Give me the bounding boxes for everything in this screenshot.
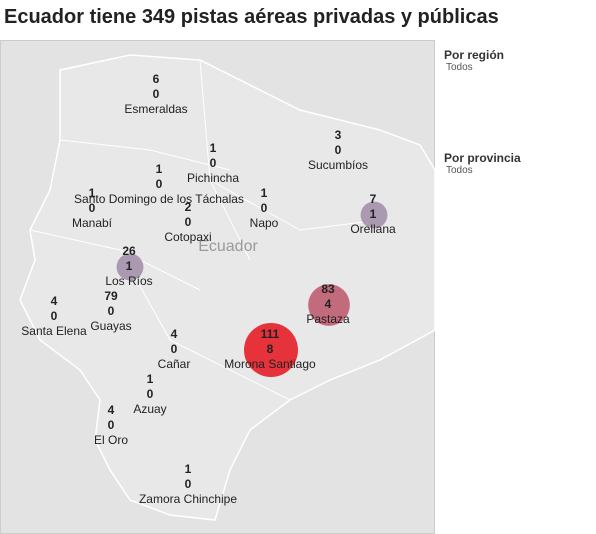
- province-borders: [29, 59, 381, 401]
- private-count: 79: [104, 289, 118, 303]
- private-count: 1: [89, 186, 96, 200]
- province-name: Orellana: [350, 222, 396, 236]
- filter[interactable]: Por provincia Todos: [444, 151, 521, 176]
- filter[interactable]: Por región Todos: [444, 48, 504, 73]
- province-name: Santa Elena: [21, 324, 87, 338]
- filter-label: Por provincia: [444, 151, 521, 165]
- bubble: [308, 284, 350, 326]
- public-count: 4: [325, 297, 332, 311]
- public-count: 1: [370, 207, 377, 221]
- public-count: 0: [156, 177, 163, 191]
- province-name: Santo Domingo de los Táchalas: [74, 192, 244, 206]
- province-name: Pastaza: [306, 312, 350, 326]
- province-name: Esmeraldas: [124, 102, 187, 116]
- province-name: Guayas: [90, 319, 131, 333]
- public-count: 0: [210, 156, 217, 170]
- country-outline: [19, 54, 436, 521]
- public-count: 0: [185, 215, 192, 229]
- bubble: [360, 201, 388, 229]
- private-count: 4: [171, 327, 178, 341]
- public-count: 0: [51, 309, 58, 323]
- filter-label: Por región: [444, 48, 505, 62]
- province-name: Sucumbíos: [308, 158, 368, 172]
- private-count: 4: [51, 294, 58, 308]
- public-count: 0: [261, 201, 268, 215]
- public-count: 1: [126, 259, 133, 273]
- private-count: 1: [261, 186, 268, 200]
- province-name: Azuay: [133, 402, 166, 416]
- bubble: [116, 253, 144, 281]
- private-count: 3: [335, 128, 342, 142]
- private-count: 2: [185, 200, 192, 214]
- province-name: Cotopaxi: [164, 230, 211, 244]
- province-name: Cañar: [158, 357, 191, 371]
- title: Ecuador tiene 349 pistas aéreas privadas…: [4, 6, 499, 28]
- province-name: Pichincha: [187, 171, 239, 185]
- private-count: 1: [147, 372, 154, 386]
- public-count: 0: [171, 342, 178, 356]
- province-name: Manabí: [72, 216, 113, 230]
- province-name: Los Ríos: [105, 274, 152, 288]
- private-count: 4: [108, 403, 115, 417]
- bubble: [244, 323, 298, 377]
- private-count: 83: [321, 282, 335, 296]
- public-count: 8: [267, 342, 274, 356]
- public-count: 0: [89, 201, 96, 215]
- map-label: Ecuador: [198, 238, 258, 255]
- public-count: 0: [185, 477, 192, 491]
- public-count: 0: [108, 418, 115, 432]
- private-count: 111: [261, 327, 280, 341]
- filter-value[interactable]: Todos: [446, 165, 473, 176]
- private-count: 26: [122, 244, 136, 258]
- public-count: 0: [108, 304, 115, 318]
- province-name: Morona Santiago: [224, 357, 316, 371]
- province-name: Zamora Chinchipe: [139, 492, 237, 506]
- public-count: 0: [335, 143, 342, 157]
- private-count: 1: [210, 141, 217, 155]
- public-count: 0: [153, 87, 160, 101]
- province-name: El Oro: [94, 433, 128, 447]
- private-count: 6: [153, 72, 160, 86]
- public-count: 0: [147, 387, 154, 401]
- filter-value[interactable]: Todos: [446, 62, 473, 73]
- province-name: Napo: [250, 216, 279, 230]
- private-count: 7: [370, 192, 377, 206]
- private-count: 1: [185, 462, 192, 476]
- private-count: 1: [156, 162, 163, 176]
